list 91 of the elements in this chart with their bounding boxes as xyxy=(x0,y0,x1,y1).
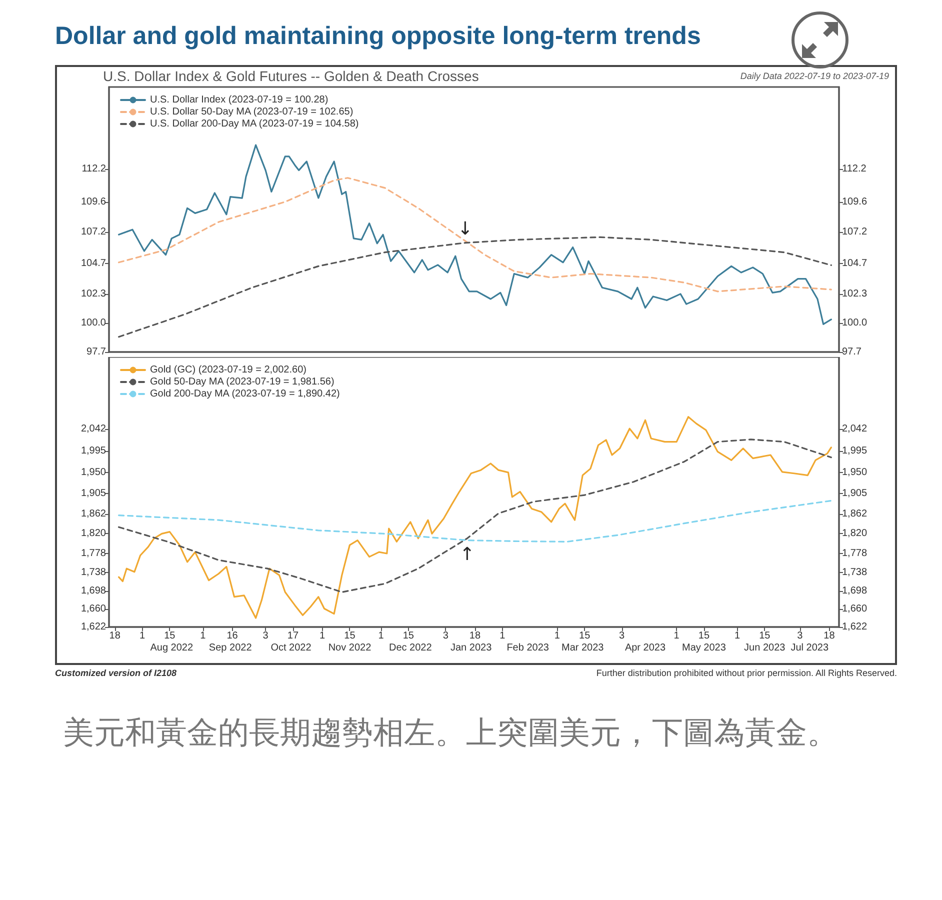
legend-label: Gold 200-Day MA (2023-07-19 = 1,890.42) xyxy=(150,388,340,400)
x-tick-label: 15 xyxy=(759,630,771,642)
y2-tick-label: 112.2 xyxy=(842,164,867,175)
y-tick-label: 2,042 xyxy=(80,424,106,435)
y-tick-label: 107.2 xyxy=(80,226,106,238)
y2-tick-label: 1,660 xyxy=(842,604,868,615)
x-tick-label: 1 xyxy=(734,630,740,642)
y-tick-label: 1,862 xyxy=(80,508,106,520)
legend-label: U.S. Dollar 200-Day MA (2023-07-19 = 104.58) xyxy=(150,118,359,130)
y2-tick-label: 1,950 xyxy=(842,466,868,478)
y2-tick-label: 109.6 xyxy=(842,196,868,208)
x-tick-label: 3 xyxy=(797,630,804,642)
y-tick-label: 1,778 xyxy=(80,548,106,559)
x-tick-label: 1 xyxy=(378,630,384,642)
y-tick-label: 1,622 xyxy=(80,622,106,632)
y-tick-label: 102.3 xyxy=(80,288,106,300)
text: Customized version of I2108 xyxy=(55,668,177,678)
y2-tick-label: 104.7 xyxy=(842,258,868,270)
chart-subtitle: U.S. Dollar Index & Gold Futures -- Golden & Death Crosses xyxy=(103,68,479,84)
x-tick-label: 1 xyxy=(500,630,506,642)
y2-tick-label: 1,622 xyxy=(842,622,868,632)
x2-tick-label: May 2023 xyxy=(682,642,726,654)
y-tick-label: 1,995 xyxy=(80,446,106,457)
x-tick-label: 15 xyxy=(579,630,591,642)
x-tick-label: 3 xyxy=(618,630,625,642)
y2-tick-label: 1,738 xyxy=(842,566,868,578)
y2-tick-label: 1,778 xyxy=(842,548,868,559)
y-tick-label: 1,738 xyxy=(80,566,106,578)
x-tick-label: 16 xyxy=(226,630,238,642)
x-tick-label: 1 xyxy=(554,630,560,642)
x2-tick-label: Oct 2022 xyxy=(270,642,312,654)
y2-tick-label: 1,995 xyxy=(842,446,868,457)
y2-tick-label: 107.2 xyxy=(842,226,868,238)
legend-label: Gold 50-Day MA (2023-07-19 = 1,981.56) xyxy=(150,376,334,388)
y-tick-label: 1,820 xyxy=(80,528,106,540)
chart-title: Dollar and gold maintaining opposite long-term trends xyxy=(55,21,702,52)
y2-tick-label: 1,820 xyxy=(842,528,868,540)
text: Further distribution prohibited without prior permission. All Rights Reserved. xyxy=(596,668,897,678)
y-tick-label: 1,660 xyxy=(80,604,106,615)
x2-tick-label: Mar 2023 xyxy=(561,642,604,654)
annotation: ↓ xyxy=(458,218,473,240)
y-tick-label: 97.7 xyxy=(86,346,106,358)
legend-label: U.S. Dollar 50-Day MA (2023-07-19 = 102.65) xyxy=(150,106,354,118)
x2-tick-label: Jan 2023 xyxy=(450,642,492,654)
x-tick-label: 1 xyxy=(674,630,680,642)
line-series xyxy=(118,236,832,338)
x-tick-label: 15 xyxy=(344,630,356,642)
y-tick-label: 1,905 xyxy=(80,488,106,500)
x2-tick-label: Jun 2023 xyxy=(744,642,786,654)
line-series xyxy=(118,500,832,543)
y2-tick-label: 102.3 xyxy=(842,288,868,300)
y-tick-label: 100.0 xyxy=(80,317,106,328)
x2-tick-label: Apr 2023 xyxy=(624,642,666,654)
x-tick-label: 15 xyxy=(402,630,414,642)
x-tick-label: 1 xyxy=(320,630,326,642)
x2-tick-label: Jul 2023 xyxy=(790,642,829,654)
x-tick-label: 17 xyxy=(287,630,299,642)
x-tick-label: 1 xyxy=(139,630,146,642)
y2-tick-label: 100.0 xyxy=(842,317,868,328)
y-tick-label: 112.2 xyxy=(82,164,106,175)
y-tick-label: 1,950 xyxy=(80,466,106,478)
y-tick-label: 104.7 xyxy=(80,258,106,270)
text: 美元和黃金的長期趨勢相左。上突圍美元，下圖為黃金。 xyxy=(63,714,839,752)
y-tick-label: 1,698 xyxy=(80,586,106,597)
y-tick-label: 109.6 xyxy=(80,196,106,208)
annotation: ↑ xyxy=(460,544,475,565)
line-series xyxy=(118,177,832,292)
line-series xyxy=(118,438,832,593)
line-series xyxy=(118,144,832,326)
x-tick-label: 15 xyxy=(698,630,710,642)
x-tick-label: 18 xyxy=(824,630,836,642)
y2-tick-label: 1,905 xyxy=(842,488,868,500)
y2-tick-label: 1,862 xyxy=(842,508,868,520)
y2-tick-label: 2,042 xyxy=(842,424,868,435)
x-tick-label: 18 xyxy=(109,630,121,642)
x-tick-label: 18 xyxy=(469,630,481,642)
x-tick-label: 1 xyxy=(200,630,206,642)
y2-tick-label: 97.7 xyxy=(842,346,862,358)
legend-label: U.S. Dollar Index (2023-07-19 = 100.28) xyxy=(150,94,328,106)
x-tick-label: 3 xyxy=(442,630,449,642)
line-series xyxy=(118,416,832,619)
x2-tick-label: Dec 2022 xyxy=(388,642,432,654)
x2-tick-label: Sep 2022 xyxy=(208,642,252,654)
text: Daily Data 2022-07-19 to 2023-07-19 xyxy=(740,71,889,81)
x2-tick-label: Aug 2022 xyxy=(150,642,194,654)
y2-tick-label: 1,698 xyxy=(842,586,868,597)
x2-tick-label: Feb 2023 xyxy=(506,642,550,654)
legend-label: Gold (GC) (2023-07-19 = 2,002.60) xyxy=(150,364,306,376)
x2-tick-label: Nov 2022 xyxy=(328,642,372,654)
x-tick-label: 15 xyxy=(164,630,176,642)
x-tick-label: 3 xyxy=(262,630,269,642)
